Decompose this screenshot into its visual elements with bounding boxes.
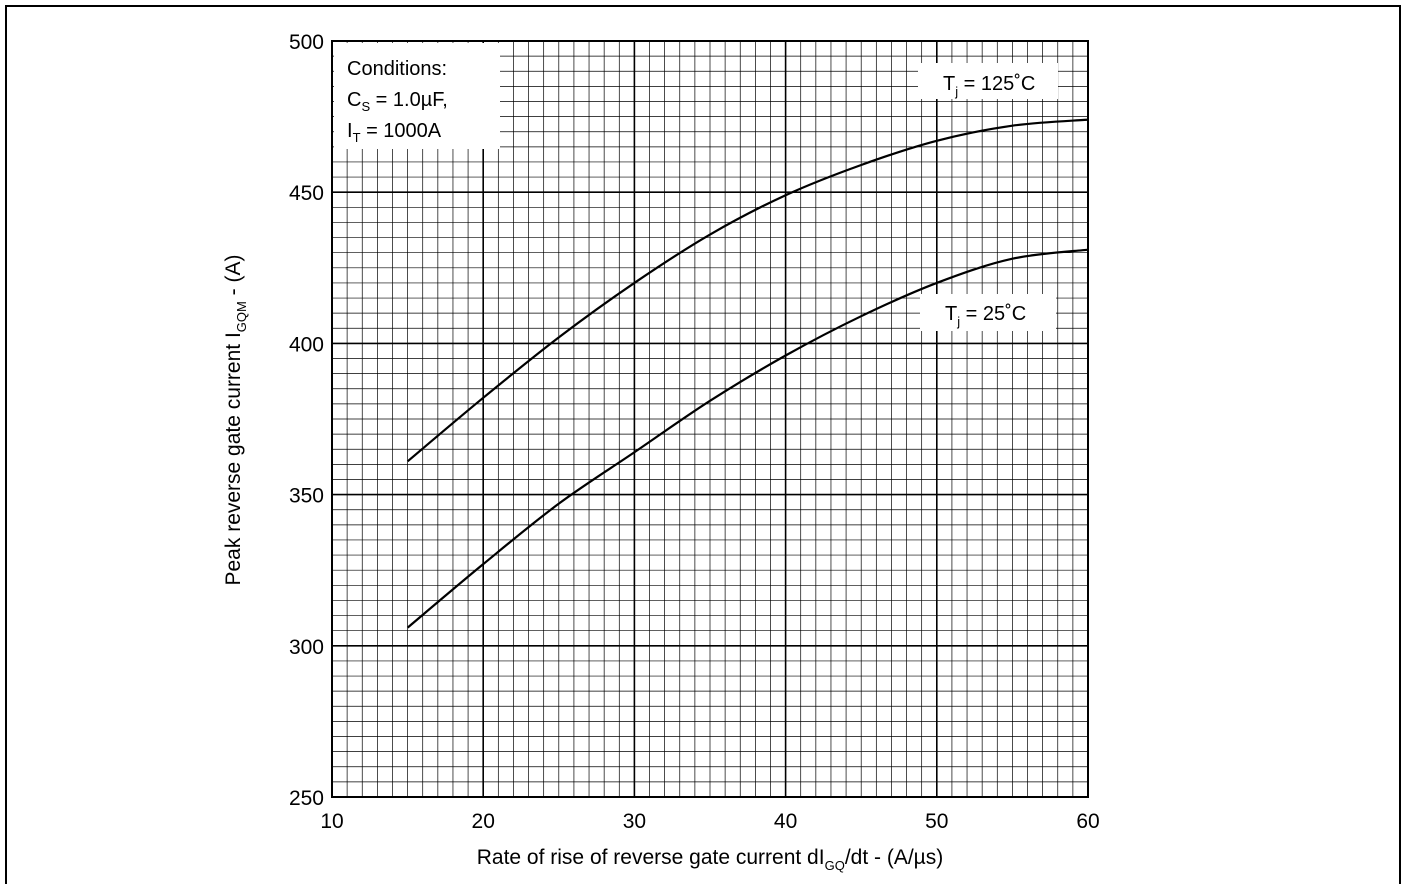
series-label-25c-background — [920, 294, 1056, 331]
y-tick-label: 500 — [289, 31, 324, 54]
conditions-it: IT = 1000A — [347, 120, 442, 145]
x-tick-label: 60 — [1076, 810, 1099, 833]
series-line-1 — [406, 248, 1089, 629]
x-tick-label: 10 — [320, 810, 343, 833]
x-tick-label: 30 — [623, 810, 646, 833]
series-line-0 — [406, 118, 1089, 463]
series-label-25c-text: Tj = 25˚C — [945, 303, 1026, 329]
conditions-title: Conditions: — [347, 58, 447, 80]
plot-border — [331, 40, 1089, 798]
y-tick-label: 450 — [289, 182, 324, 205]
series-label-125c: Tj = 125˚C — [918, 63, 1058, 99]
x-tick-label: 20 — [472, 810, 495, 833]
y-tick-labels: 250 300 350 400 450 500 — [289, 31, 324, 810]
conditions-background — [334, 43, 500, 149]
y-axis-label: Peak reverse gate current IGQM - (A) — [222, 254, 249, 585]
y-tick-label: 300 — [289, 636, 324, 659]
y-tick-label: 400 — [289, 333, 324, 356]
conditions-cs: CS = 1.0µF, — [347, 89, 448, 114]
y-tick-label: 350 — [289, 485, 324, 508]
series-label-25c: Tj = 25˚C — [920, 294, 1056, 331]
x-tick-label: 40 — [774, 810, 797, 833]
conditions-box: Conditions: CS = 1.0µF, IT = 1000A — [334, 43, 500, 149]
series-label-125c-text: Tj = 125˚C — [943, 73, 1035, 99]
series-layer — [406, 118, 1089, 629]
grid-minor — [332, 41, 1088, 797]
series-label-125c-background — [918, 63, 1058, 99]
x-axis-label: Rate of rise of reverse gate current dIG… — [477, 846, 944, 873]
x-tick-labels: 10 20 30 40 50 60 — [320, 810, 1099, 833]
x-tick-label: 50 — [925, 810, 948, 833]
figure-frame — [5, 5, 1401, 884]
y-tick-label: 250 — [289, 787, 324, 810]
